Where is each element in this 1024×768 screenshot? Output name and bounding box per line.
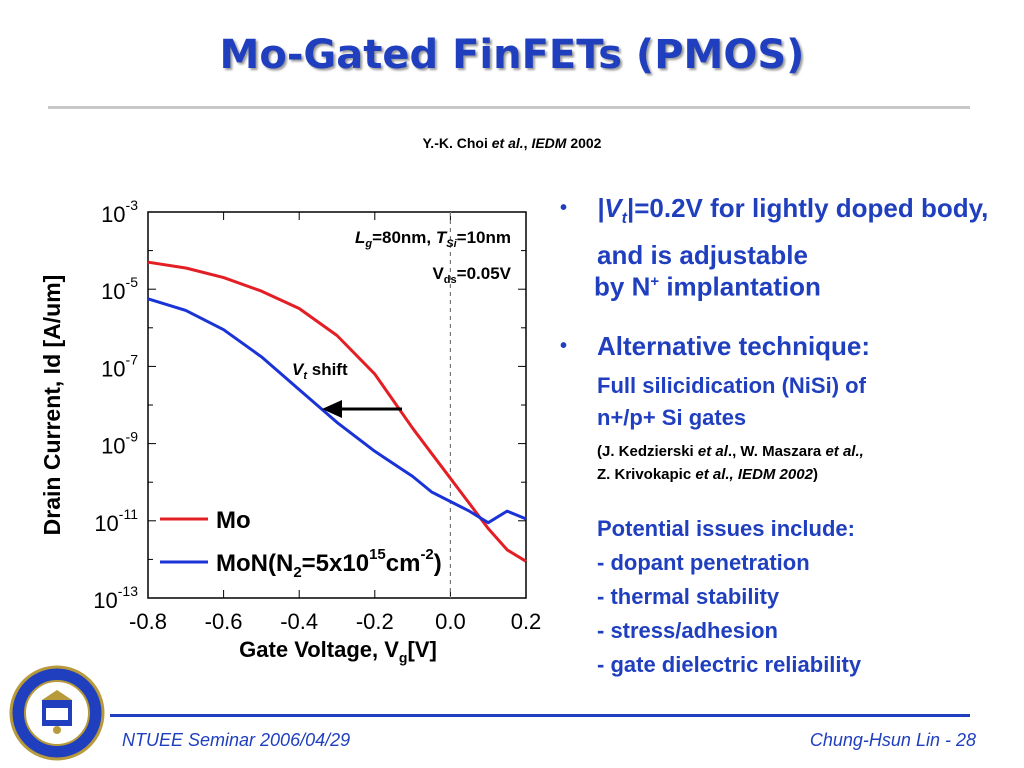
y-tick-label: 10-13 xyxy=(93,583,138,613)
annotation-vt-shift: Vt shift xyxy=(292,360,348,382)
citation: Y.-K. Choi et al., IEDM 2002 xyxy=(0,135,1024,151)
footer-divider xyxy=(110,714,970,717)
x-axis-label-tail: [V] xyxy=(407,637,437,662)
x-tick-label: 0.2 xyxy=(511,609,542,634)
footer-seminar: NTUEE Seminar 2006/04/29 xyxy=(122,730,351,750)
vt-sub: t xyxy=(621,210,627,228)
ref-line2: Z. Krivokapic et al., IEDM 2002) xyxy=(597,463,997,486)
x-tick-label: -0.4 xyxy=(280,609,318,634)
vt-line3-sup: + xyxy=(650,273,660,290)
issue-item: - dopant penetration xyxy=(597,550,810,575)
ref2-pre: Z. Krivokapic xyxy=(597,466,696,483)
ref1-etal2: et al., xyxy=(825,443,864,460)
university-seal-icon xyxy=(9,665,105,761)
footer-author-page: Chung-Hsun Lin - 28 xyxy=(809,730,976,750)
y-axis-label: Drain Current, Id [A/um] xyxy=(39,274,65,536)
ref2-etal: et al., IEDM 2002 xyxy=(695,466,813,483)
ref1-etal: et al xyxy=(697,443,728,460)
ref-line1: (J. Kedzierski et al., W. Maszara et al.… xyxy=(597,440,997,463)
vt-line3-pre: by N xyxy=(594,271,651,302)
annotation-vds: Vds=0.05V xyxy=(432,264,511,286)
y-tick-label: 10-11 xyxy=(94,506,138,536)
slide-title: Mo-Gated FinFETs (PMOS) xyxy=(219,32,805,78)
y-tick-label: 10-5 xyxy=(101,274,138,304)
bullet-vt-text: |Vt|=0.2V for lightly doped body, and is… xyxy=(597,190,997,273)
issue-item: - stress/adhesion xyxy=(597,618,778,643)
issue-item: - gate dielectric reliability xyxy=(597,652,862,677)
title-divider xyxy=(48,106,970,109)
citation-journal: IEDM xyxy=(531,135,567,151)
citation-sep: , xyxy=(523,135,532,151)
citation-etal: et al. xyxy=(491,135,524,151)
bullet-alternative-text: Alternative technique: xyxy=(597,331,871,361)
vt-line3-post: implantation xyxy=(659,271,821,302)
vt-pre: |V xyxy=(597,193,622,223)
x-axis-label-main: Gate Voltage, V xyxy=(239,637,399,662)
x-tick-label: -0.6 xyxy=(205,609,243,634)
x-axis-label-sub: g xyxy=(398,649,408,666)
legend-label-mo: Mo xyxy=(216,507,251,534)
x-tick-label: -0.8 xyxy=(129,609,167,634)
x-tick-label: -0.2 xyxy=(356,609,394,634)
silicidation-line2: n+/p+ Si gates xyxy=(597,405,747,430)
issues-heading: Potential issues include: xyxy=(597,516,855,541)
y-tick-label: 10-9 xyxy=(101,429,138,459)
ref1-mid: ., W. Maszara xyxy=(727,443,826,460)
issues-list: Potential issues include: - dopant penet… xyxy=(597,512,1017,682)
y-tick-label: 10-3 xyxy=(101,197,138,227)
vt-post: |=0.2V for lightly doped body, and is ad… xyxy=(597,193,989,271)
citation-year: 2002 xyxy=(566,135,602,151)
issue-item: - thermal stability xyxy=(597,584,780,609)
x-axis-label: Gate Voltage, Vg[V] xyxy=(150,637,526,665)
annotation-lg-tsi: Lg=80nm, TSi=10nm xyxy=(355,228,511,250)
legend-label-mon: MoN(N2=5x1015cm-2) xyxy=(216,546,442,581)
x-tick-label: 0.0 xyxy=(435,609,466,634)
series-line-mon xyxy=(147,297,527,525)
silicidation-text: Full silicidication (NiSi) of n+/p+ Si g… xyxy=(597,370,1017,434)
bullet-dot: • xyxy=(560,197,568,219)
references: (J. Kedzierski et al., W. Maszara et al.… xyxy=(597,440,997,486)
bullet-vt-line3: by N+ implantation xyxy=(594,264,1014,305)
bullet-dot: • xyxy=(560,335,568,357)
silicidation-line1: Full silicidication (NiSi) of xyxy=(597,373,866,398)
ref1-pre: (J. Kedzierski xyxy=(597,443,698,460)
ref2-post: ) xyxy=(812,466,818,483)
citation-author: Y.-K. Choi xyxy=(422,135,492,151)
shift-arrow-head-icon xyxy=(322,400,342,418)
y-tick-label: 10-7 xyxy=(101,351,138,381)
